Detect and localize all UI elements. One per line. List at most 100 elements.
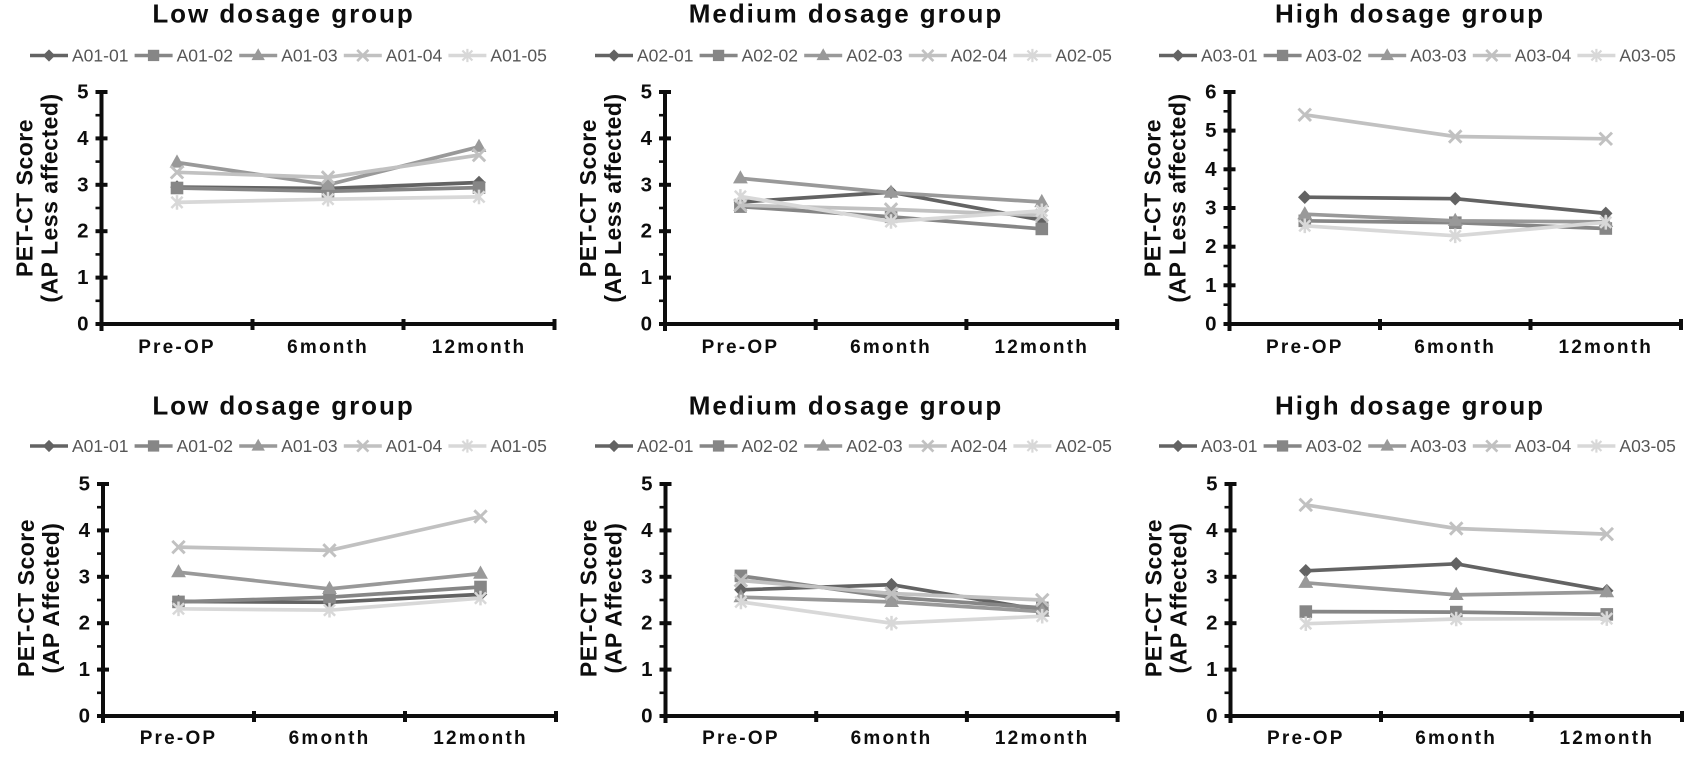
- svg-text:Medium dosage group: Medium dosage group: [689, 0, 1003, 29]
- svg-text:A01-01: A01-01: [72, 46, 128, 66]
- svg-text:0: 0: [641, 705, 652, 728]
- svg-text:A01-03: A01-03: [281, 46, 337, 66]
- svg-text:A03-03: A03-03: [1410, 46, 1466, 66]
- svg-text:3: 3: [1206, 565, 1217, 588]
- svg-text:A01-02: A01-02: [177, 436, 233, 456]
- svg-text:A03-05: A03-05: [1619, 436, 1675, 456]
- svg-text:1: 1: [79, 658, 90, 681]
- svg-text:High dosage group: High dosage group: [1275, 0, 1545, 29]
- svg-text:3: 3: [79, 565, 90, 588]
- svg-text:3: 3: [77, 173, 88, 196]
- svg-text:12month: 12month: [433, 728, 528, 749]
- svg-text:Low dosage group: Low dosage group: [152, 391, 414, 421]
- svg-text:A01-02: A01-02: [177, 46, 233, 66]
- svg-text:A03-01: A03-01: [1201, 436, 1257, 456]
- svg-text:(AP Affected): (AP Affected): [1166, 523, 1192, 674]
- svg-text:2: 2: [79, 612, 90, 635]
- svg-text:A01-01: A01-01: [72, 436, 128, 456]
- svg-text:5: 5: [1205, 119, 1216, 142]
- svg-text:5: 5: [1206, 473, 1217, 496]
- svg-text:5: 5: [641, 473, 652, 496]
- svg-text:6month: 6month: [289, 728, 371, 749]
- svg-text:A03-02: A03-02: [1306, 46, 1362, 66]
- svg-text:0: 0: [1205, 313, 1216, 336]
- svg-text:(AP Less affected): (AP Less affected): [37, 93, 63, 302]
- svg-text:4: 4: [77, 127, 89, 150]
- svg-text:A03-04: A03-04: [1515, 46, 1572, 66]
- svg-text:0: 0: [641, 313, 652, 336]
- svg-text:6month: 6month: [287, 337, 369, 358]
- svg-text:High dosage group: High dosage group: [1275, 391, 1545, 421]
- svg-text:12month: 12month: [995, 728, 1090, 749]
- svg-text:3: 3: [1205, 197, 1216, 220]
- svg-text:A03-01: A03-01: [1201, 46, 1257, 66]
- svg-text:1: 1: [77, 266, 88, 289]
- svg-text:6month: 6month: [1415, 728, 1497, 749]
- svg-text:PET-CT Score: PET-CT Score: [576, 519, 602, 677]
- svg-text:(AP Affected): (AP Affected): [38, 523, 64, 674]
- svg-text:0: 0: [79, 705, 90, 728]
- svg-text:Pre-OP: Pre-OP: [1266, 337, 1344, 358]
- svg-text:1: 1: [641, 266, 652, 289]
- svg-text:12month: 12month: [995, 337, 1090, 358]
- svg-text:A02-03: A02-03: [846, 46, 902, 66]
- svg-text:A02-02: A02-02: [742, 436, 798, 456]
- svg-text:A03-03: A03-03: [1410, 436, 1466, 456]
- svg-text:PET-CT Score: PET-CT Score: [1141, 519, 1167, 677]
- svg-text:1: 1: [1205, 274, 1216, 297]
- svg-text:3: 3: [641, 565, 652, 588]
- svg-text:A03-05: A03-05: [1619, 46, 1675, 66]
- svg-text:A02-05: A02-05: [1055, 436, 1111, 456]
- svg-text:2: 2: [641, 612, 652, 635]
- svg-text:0: 0: [77, 313, 88, 336]
- svg-text:2: 2: [641, 220, 652, 243]
- svg-text:4: 4: [641, 519, 653, 542]
- svg-text:4: 4: [1205, 158, 1217, 181]
- svg-text:(AP Less affected): (AP Less affected): [1165, 93, 1191, 302]
- svg-text:A02-02: A02-02: [742, 46, 798, 66]
- svg-text:1: 1: [641, 658, 652, 681]
- svg-text:PET-CT Score: PET-CT Score: [13, 519, 39, 677]
- svg-text:Pre-OP: Pre-OP: [702, 337, 780, 358]
- svg-text:A01-03: A01-03: [281, 436, 337, 456]
- svg-text:A02-04: A02-04: [951, 436, 1008, 456]
- svg-text:A02-04: A02-04: [951, 46, 1008, 66]
- svg-text:A03-02: A03-02: [1306, 436, 1362, 456]
- svg-text:A02-01: A02-01: [637, 436, 693, 456]
- svg-text:4: 4: [1206, 519, 1218, 542]
- svg-text:A01-05: A01-05: [490, 46, 546, 66]
- svg-text:(AP Affected): (AP Affected): [601, 523, 627, 674]
- svg-text:4: 4: [641, 127, 653, 150]
- svg-text:2: 2: [77, 220, 88, 243]
- svg-text:Pre-OP: Pre-OP: [138, 337, 216, 358]
- svg-text:A02-05: A02-05: [1055, 46, 1111, 66]
- svg-text:Low dosage group: Low dosage group: [152, 0, 414, 29]
- svg-text:6month: 6month: [1414, 337, 1496, 358]
- svg-text:12month: 12month: [1560, 728, 1655, 749]
- svg-text:1: 1: [1206, 658, 1217, 681]
- svg-text:A01-05: A01-05: [490, 436, 546, 456]
- svg-text:5: 5: [77, 81, 88, 104]
- svg-text:0: 0: [1206, 705, 1217, 728]
- svg-text:A02-03: A02-03: [846, 436, 902, 456]
- svg-text:(AP Less affected): (AP Less affected): [600, 93, 626, 302]
- svg-text:12month: 12month: [432, 337, 527, 358]
- svg-text:A01-04: A01-04: [386, 46, 443, 66]
- svg-text:3: 3: [641, 173, 652, 196]
- svg-text:2: 2: [1205, 235, 1216, 258]
- svg-text:5: 5: [79, 473, 90, 496]
- svg-text:A01-04: A01-04: [386, 436, 443, 456]
- svg-text:6: 6: [1205, 81, 1216, 104]
- svg-text:A03-04: A03-04: [1515, 436, 1572, 456]
- svg-text:A02-01: A02-01: [637, 46, 693, 66]
- svg-text:PET-CT Score: PET-CT Score: [1140, 119, 1166, 277]
- svg-text:Medium dosage group: Medium dosage group: [689, 391, 1003, 421]
- svg-text:Pre-OP: Pre-OP: [1267, 728, 1345, 749]
- svg-text:6month: 6month: [851, 728, 933, 749]
- svg-text:PET-CT Score: PET-CT Score: [575, 119, 601, 277]
- svg-text:5: 5: [641, 81, 652, 104]
- svg-text:12month: 12month: [1559, 337, 1654, 358]
- svg-text:Pre-OP: Pre-OP: [702, 728, 780, 749]
- svg-text:4: 4: [79, 519, 91, 542]
- svg-text:Pre-OP: Pre-OP: [140, 728, 218, 749]
